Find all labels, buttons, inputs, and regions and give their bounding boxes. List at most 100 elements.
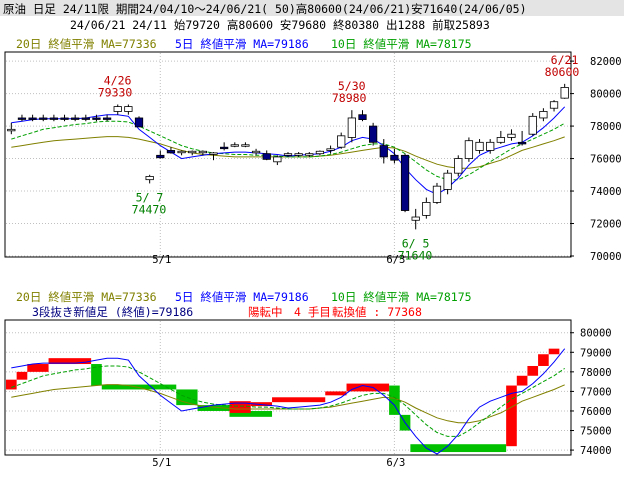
bottom-y-tick-label: 79000 (580, 347, 612, 359)
candle-up (475, 141, 484, 151)
candle-down (92, 117, 101, 120)
kagi-up-block (516, 375, 528, 386)
bottom-y-axis: 74000 75000 76000 77000 78000 79000 80000 (570, 328, 612, 457)
candle-up (198, 150, 207, 154)
candle-down (49, 117, 59, 120)
candle-down (60, 117, 69, 120)
candle-down (517, 141, 527, 145)
candle-down (369, 125, 378, 143)
kagi-up-block (538, 354, 549, 366)
candle-up (337, 135, 346, 148)
top-x-tick-label: 5/1 (152, 254, 171, 266)
bottom-x-tick-label: 6/3 (386, 457, 405, 469)
kagi-up-block (527, 365, 539, 376)
annotation-date: 5/30 (338, 79, 366, 93)
candle-down (39, 117, 48, 120)
kagi-blocks (6, 348, 560, 453)
top-y-tick-label: 76000 (590, 154, 622, 166)
kagi-down-block (389, 385, 400, 415)
bottom-y-tick-label: 80000 (580, 328, 612, 340)
top-y-tick-label: 72000 (590, 219, 622, 231)
candle-up (251, 150, 261, 154)
kagi-up-block (27, 364, 49, 372)
kagi-label: 3段抜き新値足 (終値)=79186 (32, 305, 193, 319)
bottom-x-tick-label: 5/1 (152, 457, 171, 469)
candle-up (549, 101, 559, 109)
candle-up (241, 144, 250, 147)
kagi-down-block (410, 444, 507, 453)
candle-up (124, 106, 133, 112)
top-candles (7, 83, 569, 230)
candle-up (209, 152, 218, 155)
candle-down (390, 154, 399, 161)
candle-up (347, 117, 356, 138)
top-y-tick-label: 82000 (590, 56, 622, 68)
top-legend-ma20: 20日 終値平滑 MA=77336 (16, 37, 157, 51)
candle-up (273, 156, 282, 163)
candle-down (81, 117, 90, 120)
candle-down (358, 114, 367, 120)
candle-up (486, 141, 495, 151)
candle-up (422, 202, 431, 216)
top-y-tick-label: 74000 (590, 186, 622, 198)
bottom-y-tick-label: 76000 (580, 406, 612, 418)
kagi-down-block (91, 364, 102, 386)
top-y-axis: 70000 72000 74000 76000 78000 80000 82000 (570, 56, 622, 263)
header-line-1: 原油 日足 24/11限 期間24/04/10～24/06/21( 50)高80… (3, 2, 527, 16)
candle-down (156, 154, 165, 159)
kagi-status-label: 陽転中 4 手目 (248, 305, 331, 319)
bottom-legend-ma5: 5日 終値平滑 MA=79186 (175, 290, 309, 304)
header-line-2: 24/06/21 24/11 始79720 高80600 安79680 終803… (70, 18, 490, 32)
candle-down (102, 117, 112, 120)
top-legend-ma10: 10日 終値平滑 MA=78175 (331, 37, 472, 51)
candle-up (113, 106, 122, 112)
candle-down (134, 117, 144, 128)
annotation-date: 6/21 (551, 53, 579, 67)
candle-down (220, 146, 229, 150)
top-y-tick-label: 80000 (590, 89, 622, 101)
candle-up (283, 153, 293, 156)
candle-up (294, 153, 303, 156)
candle-up (464, 140, 474, 159)
top-y-tick-label: 70000 (590, 251, 622, 263)
annotation-date: 6/ 5 (402, 236, 430, 250)
kagi-reversal-label: 転換値 : 77368 (332, 305, 422, 319)
candle-down (262, 153, 271, 160)
top-y-tick-label: 78000 (590, 121, 622, 133)
bottom-ma10-line (11, 365, 565, 437)
bottom-ma20-line (11, 384, 565, 424)
candle-down (400, 154, 410, 211)
top-x-axis: 5/1 6/3 (152, 254, 405, 266)
candle-up (496, 137, 505, 143)
bottom-y-tick-label: 74000 (580, 445, 612, 457)
kagi-up-block (48, 358, 92, 365)
kagi-down-block (229, 410, 273, 417)
top-legend-ma5: 5日 終値平滑 MA=79186 (175, 37, 309, 51)
candle-down (379, 145, 388, 158)
annotation-value: 74470 (132, 202, 167, 216)
header-bg-2 (0, 16, 624, 32)
bottom-y-tick-label: 75000 (580, 426, 612, 438)
candle-up (539, 111, 548, 119)
candle-up (454, 158, 463, 174)
annotation-value: 79330 (98, 85, 133, 99)
candle-down (71, 117, 80, 120)
kagi-down-block (197, 405, 230, 411)
candle-up (188, 150, 197, 154)
kagi-up-block (346, 383, 390, 392)
bottom-y-tick-label: 77000 (580, 386, 612, 398)
bottom-ma5-line (11, 348, 566, 455)
bottom-y-tick-label: 78000 (580, 367, 612, 379)
candle-up (528, 115, 537, 135)
candle-up (443, 172, 452, 190)
candle-up (326, 148, 335, 151)
annotation-value: 78980 (332, 91, 367, 105)
kagi-up-block (272, 397, 326, 403)
top-x-tick-label: 6/3 (386, 254, 405, 266)
bottom-plot-frame (4, 319, 572, 456)
candle-up (7, 128, 16, 132)
candle-down (166, 150, 176, 154)
annotation-value: 80600 (545, 65, 580, 79)
